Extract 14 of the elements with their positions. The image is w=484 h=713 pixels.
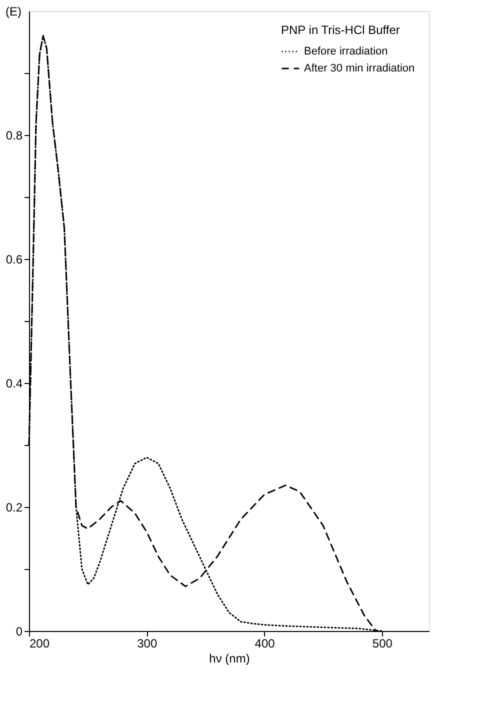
x-tick-label: 500 <box>372 636 393 650</box>
y-tick-label: 0.8 <box>6 128 23 142</box>
x-tick-label: 200 <box>30 636 50 650</box>
y-tick-label: 0.6 <box>6 252 23 266</box>
y-axis-title: (E) <box>6 4 22 18</box>
legend-label: After 30 min irradiation <box>304 62 415 74</box>
x-tick-label: 400 <box>254 636 276 650</box>
legend-label: Before irradiation <box>304 46 388 58</box>
x-tick-label: 300 <box>137 636 158 650</box>
y-tick-label: 0.2 <box>6 500 23 514</box>
x-axis-title: hν (nm) <box>209 652 250 666</box>
y-tick-label: 0 <box>16 624 23 638</box>
legend-title: PNP in Tris-HCl Buffer <box>281 23 400 37</box>
y-tick-label: 0.4 <box>6 376 23 390</box>
